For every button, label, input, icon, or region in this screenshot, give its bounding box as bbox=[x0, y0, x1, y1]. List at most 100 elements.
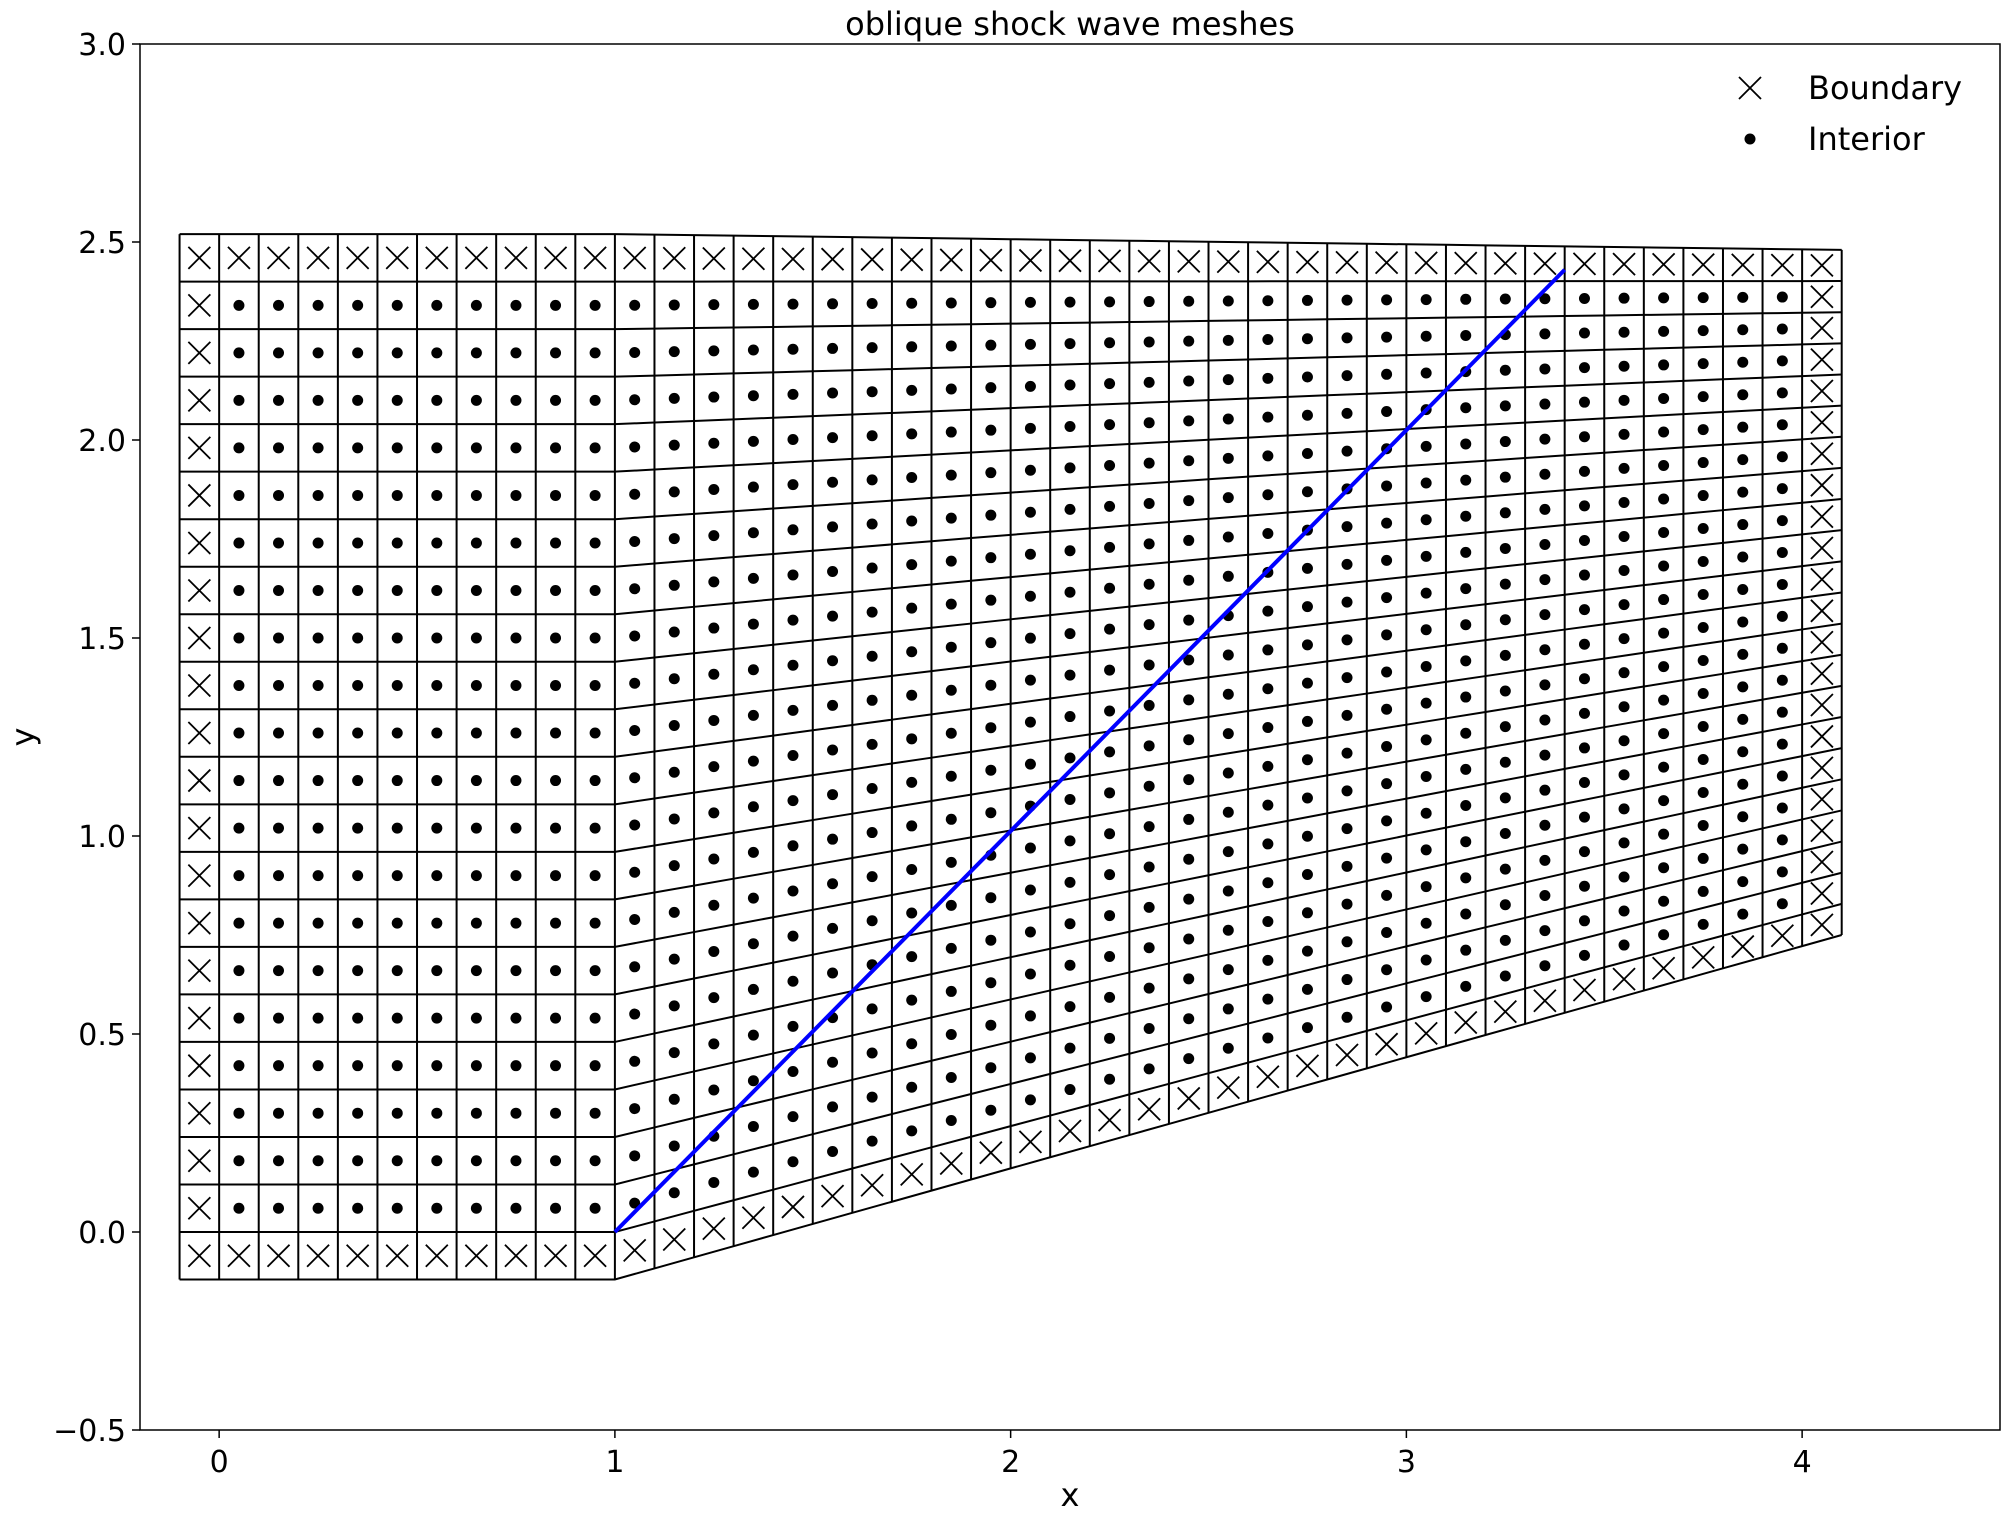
x-axis-label: x bbox=[1061, 1476, 1080, 1514]
interior-marker bbox=[470, 1060, 482, 1072]
interior-marker bbox=[233, 584, 245, 596]
y-tick-label: 2.5 bbox=[78, 226, 126, 261]
interior-marker bbox=[747, 1075, 759, 1087]
interior-marker bbox=[866, 782, 878, 794]
interior-marker bbox=[1420, 844, 1432, 856]
interior-marker bbox=[866, 474, 878, 486]
interior-marker bbox=[1143, 1063, 1155, 1075]
interior-marker bbox=[945, 297, 957, 309]
interior-marker bbox=[747, 755, 759, 767]
interior-marker bbox=[1143, 457, 1155, 469]
interior-marker bbox=[1697, 424, 1709, 436]
boundary-marker bbox=[1810, 850, 1834, 874]
interior-marker bbox=[787, 1156, 799, 1168]
interior-marker bbox=[1618, 769, 1630, 781]
interior-marker bbox=[1539, 609, 1551, 621]
interior-marker bbox=[391, 1012, 403, 1024]
boundary-marker bbox=[900, 1162, 924, 1187]
interior-marker bbox=[589, 632, 601, 644]
interior-marker bbox=[945, 641, 957, 653]
interior-marker bbox=[1301, 792, 1313, 804]
interior-marker bbox=[747, 1120, 759, 1132]
interior-marker bbox=[1578, 465, 1590, 477]
interior-marker bbox=[312, 489, 324, 501]
interior-marker bbox=[1578, 777, 1590, 789]
interior-marker bbox=[1381, 517, 1393, 529]
boundary-marker bbox=[1137, 249, 1161, 273]
interior-marker bbox=[1222, 374, 1234, 386]
interior-marker bbox=[787, 1066, 799, 1078]
interior-marker bbox=[550, 394, 562, 406]
interior-marker bbox=[1222, 846, 1234, 858]
interior-marker bbox=[1460, 655, 1472, 667]
interior-marker bbox=[1737, 583, 1749, 595]
interior-marker bbox=[668, 439, 680, 451]
boundary-marker bbox=[1454, 1010, 1478, 1035]
interior-marker bbox=[1776, 834, 1788, 846]
interior-marker bbox=[391, 394, 403, 406]
interior-marker bbox=[1064, 1001, 1076, 1013]
interior-marker bbox=[1104, 910, 1116, 922]
interior-marker bbox=[1024, 632, 1036, 644]
interior-marker bbox=[1420, 440, 1432, 452]
interior-marker bbox=[708, 299, 720, 311]
boundary-marker bbox=[425, 246, 449, 270]
interior-marker bbox=[945, 555, 957, 567]
interior-marker bbox=[1381, 480, 1393, 492]
interior-marker bbox=[1499, 827, 1511, 839]
interior-marker bbox=[391, 632, 403, 644]
interior-marker bbox=[1104, 787, 1116, 799]
interior-marker bbox=[708, 945, 720, 957]
interior-marker bbox=[1301, 601, 1313, 613]
interior-marker bbox=[431, 537, 443, 549]
interior-marker bbox=[1737, 908, 1749, 920]
interior-marker bbox=[589, 584, 601, 596]
interior-marker bbox=[747, 801, 759, 813]
interior-marker bbox=[668, 1093, 680, 1105]
interior-marker bbox=[312, 1202, 324, 1214]
interior-marker bbox=[1658, 594, 1670, 606]
interior-marker bbox=[1697, 358, 1709, 370]
interior-marker bbox=[985, 807, 997, 819]
interior-marker bbox=[391, 870, 403, 882]
interior-marker bbox=[1341, 521, 1353, 533]
boundary-marker bbox=[860, 247, 884, 272]
interior-marker bbox=[1658, 359, 1670, 371]
boundary-marker bbox=[1810, 473, 1834, 497]
interior-marker bbox=[1301, 983, 1313, 995]
interior-marker bbox=[1024, 758, 1036, 770]
boundary-marker bbox=[187, 578, 211, 603]
y-tick-label: 2.0 bbox=[78, 424, 126, 459]
interior-marker bbox=[1064, 586, 1076, 598]
boundary-marker bbox=[702, 1217, 726, 1241]
interior-marker bbox=[1658, 527, 1670, 539]
interior-marker bbox=[1143, 578, 1155, 590]
interior-marker bbox=[510, 1060, 522, 1072]
interior-marker bbox=[1737, 811, 1749, 823]
interior-marker bbox=[589, 917, 601, 929]
legend-interior-marker bbox=[1744, 133, 1756, 145]
interior-marker bbox=[708, 391, 720, 403]
interior-marker bbox=[1341, 558, 1353, 570]
interior-marker bbox=[1262, 916, 1274, 928]
boundary-marker bbox=[1810, 599, 1834, 623]
boundary-marker bbox=[464, 1244, 489, 1268]
interior-marker bbox=[1776, 738, 1788, 750]
interior-marker bbox=[312, 1107, 324, 1119]
interior-marker bbox=[1143, 659, 1155, 671]
interior-marker bbox=[1381, 778, 1393, 790]
legend-boundary-label: Boundary bbox=[1808, 69, 1962, 107]
interior-marker bbox=[985, 424, 997, 436]
interior-marker bbox=[391, 680, 403, 692]
interior-marker bbox=[668, 719, 680, 731]
interior-marker bbox=[1381, 740, 1393, 752]
interior-marker bbox=[708, 622, 720, 634]
interior-marker bbox=[470, 1155, 482, 1167]
boundary-marker bbox=[1810, 756, 1834, 780]
boundary-marker bbox=[1177, 1086, 1201, 1111]
interior-marker bbox=[1024, 1052, 1036, 1064]
interior-marker bbox=[1183, 1053, 1195, 1065]
interior-marker bbox=[550, 822, 562, 834]
interior-marker bbox=[510, 489, 522, 501]
interior-marker bbox=[1460, 691, 1472, 703]
